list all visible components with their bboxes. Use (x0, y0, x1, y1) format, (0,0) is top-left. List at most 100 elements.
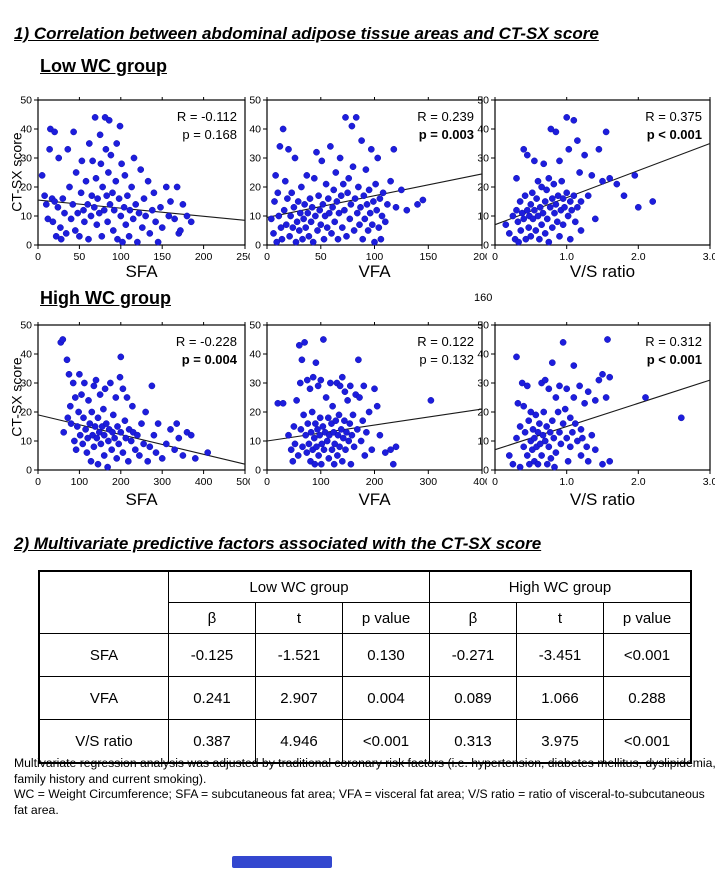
svg-text:10: 10 (477, 436, 489, 448)
svg-text:20: 20 (20, 182, 32, 194)
table-cell: <0.001 (603, 719, 692, 764)
svg-text:0: 0 (492, 476, 498, 488)
svg-text:200: 200 (195, 251, 213, 263)
group-header-high: High WC group (429, 570, 692, 603)
low-wc-group-heading: Low WC group (40, 56, 167, 76)
svg-text:50: 50 (249, 321, 261, 332)
table-cell: 1.066 (516, 676, 604, 720)
svg-text:0: 0 (35, 476, 41, 488)
svg-text:0: 0 (26, 240, 32, 252)
svg-text:40: 40 (477, 124, 489, 136)
svg-text:150: 150 (153, 251, 171, 263)
svg-text:2.0: 2.0 (631, 476, 646, 488)
table-cell: 0.288 (603, 676, 692, 720)
table-cell: -0.271 (429, 633, 517, 677)
stray-axis-label: 160 (474, 292, 493, 304)
svg-text:2.0: 2.0 (631, 251, 646, 263)
x-axis-label-low-vfa: VFA (358, 262, 391, 281)
col-header-5: p value (603, 602, 692, 634)
svg-text:40: 40 (20, 124, 32, 136)
svg-text:p < 0.001: p < 0.001 (647, 352, 702, 367)
col-header-2: p value (342, 602, 430, 634)
row-label: SFA (38, 633, 169, 677)
svg-text:200: 200 (112, 476, 130, 488)
svg-text:20: 20 (477, 182, 489, 194)
svg-text:50: 50 (74, 251, 86, 263)
svg-text:400: 400 (473, 476, 487, 488)
col-header-0: β (168, 602, 256, 634)
svg-text:30: 30 (477, 378, 489, 390)
svg-text:R = 0.122: R = 0.122 (417, 334, 474, 349)
svg-text:50: 50 (315, 251, 327, 263)
svg-text:150: 150 (420, 251, 438, 263)
svg-text:200: 200 (473, 251, 487, 263)
table-cell: -0.125 (168, 633, 256, 677)
svg-text:1.0: 1.0 (559, 251, 574, 263)
svg-text:0: 0 (255, 240, 261, 252)
table-corner-cell (38, 570, 169, 634)
svg-text:50: 50 (249, 96, 261, 107)
section2-title: 2) Multivariate predictive factors assoc… (14, 534, 542, 553)
svg-text:40: 40 (477, 349, 489, 361)
x-axis-label-low-sfa: SFA (125, 262, 158, 281)
svg-text:50: 50 (477, 96, 489, 107)
svg-text:30: 30 (20, 153, 32, 165)
row-label: VFA (38, 676, 169, 720)
svg-text:20: 20 (477, 407, 489, 419)
svg-text:R = 0.312: R = 0.312 (645, 334, 702, 349)
table-cell: 0.089 (429, 676, 517, 720)
svg-text:30: 30 (249, 153, 261, 165)
svg-text:100: 100 (112, 251, 130, 263)
high-wc-group-heading: High WC group (40, 288, 171, 308)
svg-text:p = 0.168: p = 0.168 (182, 127, 237, 142)
col-header-3: β (429, 602, 517, 634)
svg-text:0: 0 (26, 465, 32, 477)
svg-text:200: 200 (366, 476, 384, 488)
table-cell: 0.313 (429, 719, 517, 764)
table-cell: <0.001 (603, 633, 692, 677)
footnote-line1: Multivariate regression analysis was adj… (14, 756, 716, 786)
svg-text:40: 40 (20, 349, 32, 361)
svg-text:50: 50 (20, 96, 32, 107)
svg-text:500: 500 (236, 476, 250, 488)
table-row: V/S ratio 0.387 4.946 <0.001 0.313 3.975 <0.00… (38, 719, 692, 764)
table-cell: -1.521 (255, 633, 343, 677)
svg-text:50: 50 (20, 321, 32, 332)
table-cell: 2.907 (255, 676, 343, 720)
x-axis-label-high-vs: V/S ratio (569, 490, 636, 509)
results-table: Low WC group High WC group β t p value β t p va… (38, 570, 692, 764)
svg-text:p = 0.003: p = 0.003 (419, 127, 474, 142)
svg-text:300: 300 (420, 476, 438, 488)
results-table-body: SFA -0.125 -1.521 0.130 -0.271 -3.451 <0.001 VF… (38, 633, 692, 764)
bottom-accent-bar (232, 856, 332, 868)
x-axis-label-low-vs: V/S ratio (569, 262, 636, 281)
svg-text:0: 0 (35, 251, 41, 263)
footnote: Multivariate regression analysis was adj… (14, 756, 716, 818)
section1-title: 1) Correlation between abdominal adipose… (14, 24, 599, 43)
svg-text:10: 10 (20, 211, 32, 223)
table-row: VFA 0.241 2.907 0.004 0.089 1.066 0.288 (38, 676, 692, 720)
svg-text:0: 0 (264, 251, 270, 263)
scatter-high-vs: 0 1.0 2.0 3.0 0 10 20 30 40 50 R = 0.312 p < 0.001 (465, 320, 717, 495)
col-header-1: t (255, 602, 343, 634)
svg-text:R = 0.375: R = 0.375 (645, 109, 702, 124)
row-label: V/S ratio (38, 719, 169, 764)
table-cell: 0.130 (342, 633, 430, 677)
svg-text:30: 30 (20, 378, 32, 390)
scatter-low-vs: 0 1.0 2.0 3.0 0 10 20 30 40 50 R = 0.375 p < 0.001 (465, 95, 717, 270)
svg-text:100: 100 (71, 476, 89, 488)
svg-text:R = 0.239: R = 0.239 (417, 109, 474, 124)
x-axis-label-high-vfa: VFA (358, 490, 391, 509)
svg-text:100: 100 (366, 251, 384, 263)
scatter-high-sfa: 0 100 200 300 400 500 0 10 20 30 40 50 R = -0.228 p =… (8, 320, 254, 495)
svg-text:10: 10 (249, 211, 261, 223)
svg-text:40: 40 (249, 349, 261, 361)
table-cell: 3.975 (516, 719, 604, 764)
svg-text:40: 40 (249, 124, 261, 136)
svg-text:0: 0 (492, 251, 498, 263)
table-cell: -3.451 (516, 633, 604, 677)
svg-text:0: 0 (264, 476, 270, 488)
